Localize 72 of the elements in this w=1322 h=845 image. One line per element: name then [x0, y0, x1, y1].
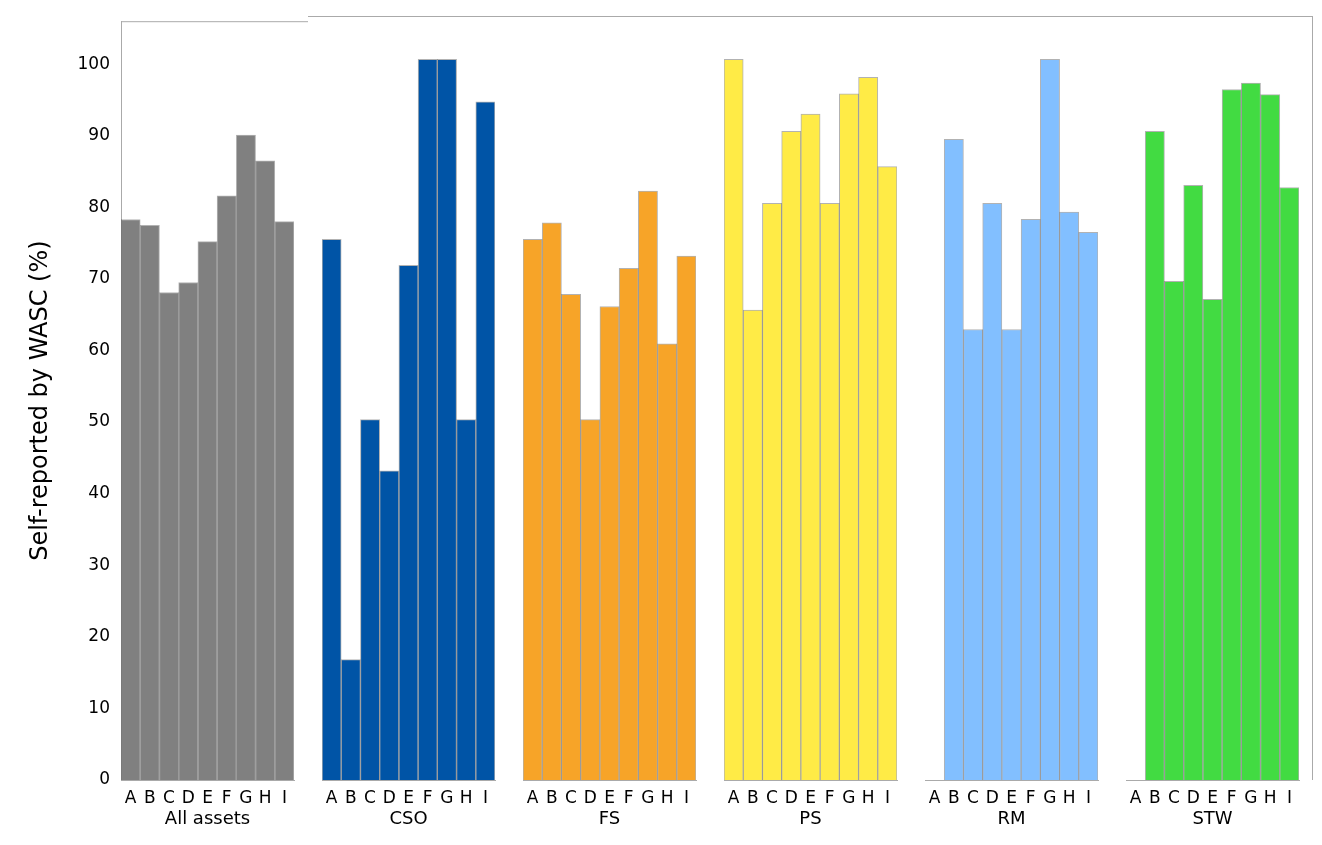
- x-tick-label: F: [422, 786, 433, 807]
- x-tick-label: F: [824, 786, 835, 807]
- y-tick-label: 80: [88, 195, 110, 216]
- y-tick-label: 40: [88, 482, 110, 503]
- y-tick-label: 90: [88, 124, 110, 145]
- x-axis-title: FS: [598, 806, 621, 828]
- y-tick-label: 10: [88, 696, 110, 717]
- x-tick-label: I: [1286, 786, 1292, 807]
- x-tick-label: B: [546, 786, 558, 807]
- x-tick-label: G: [641, 786, 655, 807]
- x-tick-label: B: [747, 786, 759, 807]
- x-tick-label: H: [1263, 786, 1277, 807]
- y-axis-title: Self-reported by WASC (%): [24, 240, 53, 561]
- x-tick-label: F: [623, 786, 634, 807]
- x-tick-label: D: [985, 786, 999, 807]
- y-tick-label: 100: [77, 52, 110, 73]
- x-tick-label: B: [345, 786, 357, 807]
- x-tick-label: H: [660, 786, 674, 807]
- x-tick-label: H: [459, 786, 473, 807]
- x-tick-label: B: [948, 786, 960, 807]
- x-axis-title: CSO: [389, 806, 428, 828]
- x-tick-label: F: [1226, 786, 1237, 807]
- x-tick-label: C: [163, 786, 175, 807]
- x-tick-label: A: [325, 786, 338, 807]
- x-tick-label: D: [583, 786, 597, 807]
- y-tick-label: 20: [88, 625, 110, 646]
- x-tick-label: E: [202, 786, 213, 807]
- x-tick-label: E: [1207, 786, 1218, 807]
- x-axis-title: RM: [997, 806, 1026, 828]
- x-tick-label: E: [403, 786, 414, 807]
- x-tick-label: A: [526, 786, 539, 807]
- y-tick-label: 0: [99, 768, 110, 789]
- x-tick-label: D: [181, 786, 195, 807]
- x-axis-title: PS: [799, 806, 822, 828]
- x-tick-label: F: [1025, 786, 1036, 807]
- x-axis-title: STW: [1192, 806, 1233, 828]
- x-tick-label: H: [861, 786, 875, 807]
- x-tick-label: I: [281, 786, 287, 807]
- x-tick-label: G: [842, 786, 856, 807]
- y-tick-label: 70: [88, 267, 110, 288]
- x-tick-label: I: [1085, 786, 1091, 807]
- x-tick-label: E: [604, 786, 615, 807]
- x-tick-label: I: [683, 786, 689, 807]
- x-tick-label: G: [440, 786, 454, 807]
- x-axis-title: All assets: [164, 806, 251, 828]
- x-tick-label: H: [258, 786, 272, 807]
- y-tick-label: 60: [88, 338, 110, 359]
- x-tick-label: D: [1186, 786, 1200, 807]
- x-tick-label: C: [565, 786, 577, 807]
- x-tick-label: H: [1062, 786, 1076, 807]
- x-tick-label: C: [967, 786, 979, 807]
- x-tick-label: F: [221, 786, 232, 807]
- x-tick-label: A: [1129, 786, 1142, 807]
- x-tick-label: A: [124, 786, 137, 807]
- x-tick-label: C: [364, 786, 376, 807]
- x-tick-label: E: [1006, 786, 1017, 807]
- x-tick-label: B: [144, 786, 156, 807]
- x-tick-label: G: [1244, 786, 1258, 807]
- x-tick-label: E: [805, 786, 816, 807]
- y-tick-label: 30: [88, 553, 110, 574]
- x-tick-label: D: [784, 786, 798, 807]
- x-tick-label: G: [1043, 786, 1057, 807]
- y-tick-label: 50: [88, 410, 110, 431]
- x-tick-label: I: [884, 786, 890, 807]
- x-tick-label: D: [382, 786, 396, 807]
- x-tick-label: I: [482, 786, 488, 807]
- x-tick-label: A: [727, 786, 740, 807]
- x-tick-label: B: [1149, 786, 1161, 807]
- x-tick-label: C: [1168, 786, 1180, 807]
- x-tick-label: C: [766, 786, 778, 807]
- x-tick-label: G: [239, 786, 253, 807]
- x-tick-label: A: [928, 786, 941, 807]
